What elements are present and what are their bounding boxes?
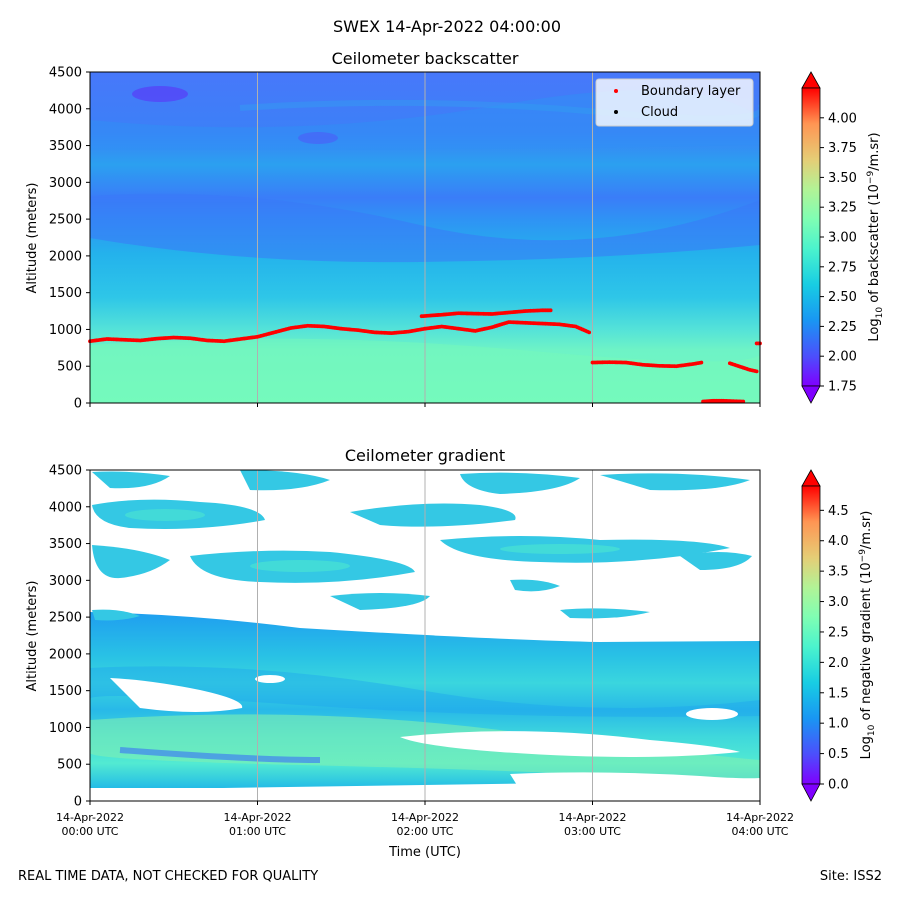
gradient-colorbar: 0.0 0.5 1.0 1.5 2.0 2.5 3.0 3.5 4.0 4.5 Log10 of …	[801, 469, 877, 802]
backscatter-colorbar: 1.75 2.00 2.25 2.50 2.75 3.00 3.25 3.50 3.75 4.00…	[801, 71, 885, 404]
y-tick-label: 4000	[49, 500, 82, 515]
colorbar-tick-label: 3.00	[828, 231, 857, 246]
colorbar-tick-label: 0.0	[828, 778, 849, 793]
y-tick-label: 1000	[49, 721, 82, 736]
x-tick-label-time: 04:00 UTC	[731, 825, 788, 838]
footer-disclaimer: REAL TIME DATA, NOT CHECKED FOR QUALITY	[18, 869, 319, 884]
y-tick-label: 1500	[49, 684, 82, 699]
gradient-panel: Ceilometer gradient	[25, 446, 877, 860]
y-tick-label: 0	[74, 795, 82, 810]
legend-boundary-label: Boundary layer	[641, 84, 741, 99]
boundary-layer-series	[88, 308, 762, 404]
x-tick-label-date: 14-Apr-2022	[223, 811, 291, 824]
backscatter-title: Ceilometer backscatter	[332, 49, 519, 68]
backscatter-panel: Ceilometer backscatter 0 500 1000 1500 2000 2…	[25, 49, 885, 412]
y-tick-label: 4000	[49, 102, 82, 117]
boundary-layer-point	[587, 330, 592, 335]
backscatter-colorbar-ticks: 1.75 2.00 2.25 2.50 2.75 3.00 3.25 3.50 3.75 4.00	[820, 111, 857, 395]
gradient-y-axis: 0 500 1000 1500 2000 2500 3000 3500 4000 4500	[49, 464, 90, 810]
colorbar-tick-label: 3.25	[828, 201, 857, 216]
y-tick-label: 3000	[49, 574, 82, 589]
colorbar-tick-label: 2.50	[828, 290, 857, 305]
y-tick-label: 3000	[49, 176, 82, 191]
colorbar-tick-label: 2.0	[828, 656, 849, 671]
x-tick-label-date: 14-Apr-2022	[391, 811, 459, 824]
x-tick-label-date: 14-Apr-2022	[558, 811, 626, 824]
backscatter-colorbar-label: Log10 of backscatter (10−9/m.sr)	[866, 132, 885, 341]
suptitle: SWEX 14-Apr-2022 04:00:00	[333, 17, 561, 36]
legend-boundary-marker	[614, 89, 618, 93]
colorbar-tick-label: 2.00	[828, 350, 857, 365]
colorbar-tick-label: 3.50	[828, 171, 857, 186]
backscatter-y-axis: 0 500 1000 1500 2000 2500 3000 3500 4000 4500	[49, 66, 90, 412]
boundary-layer-point	[754, 369, 759, 374]
colorbar-tick-label: 4.0	[828, 534, 849, 549]
footer-site: Site: ISS2	[819, 869, 882, 884]
boundary-layer-point	[548, 308, 553, 313]
colorbar-tick-label: 4.5	[828, 504, 849, 519]
y-tick-label: 2500	[49, 213, 82, 228]
colorbar-tick-label: 3.75	[828, 141, 857, 156]
backscatter-ylabel: Altitude (meters)	[25, 183, 40, 294]
colorbar-tick-label: 0.5	[828, 747, 849, 762]
x-tick-label-date: 14-Apr-2022	[56, 811, 124, 824]
colorbar-tick-label: 3.5	[828, 565, 849, 580]
legend-cloud-label: Cloud	[641, 105, 678, 120]
x-tick-label-time: 02:00 UTC	[396, 825, 453, 838]
gradient-colorbar-ticks: 0.0 0.5 1.0 1.5 2.0 2.5 3.0 3.5 4.0 4.5	[820, 504, 849, 793]
y-tick-label: 500	[57, 360, 82, 375]
y-tick-label: 4500	[49, 464, 82, 479]
colorbar-tick-label: 4.00	[828, 111, 857, 126]
gradient-title: Ceilometer gradient	[345, 446, 505, 465]
y-tick-label: 500	[57, 758, 82, 773]
x-tick-label-time: 00:00 UTC	[61, 825, 118, 838]
colorbar-tick-label: 2.75	[828, 260, 857, 275]
gradient-colorbar-label: Log10 of negative gradient (10−9/m.sr)	[858, 511, 877, 760]
colorbar-tick-label: 2.25	[828, 320, 857, 335]
gradient-grid	[257, 470, 593, 801]
y-tick-label: 2000	[49, 249, 82, 264]
y-tick-label: 1500	[49, 286, 82, 301]
colorbar-tick-label: 2.5	[828, 625, 849, 640]
gradient-ylabel: Altitude (meters)	[25, 581, 40, 692]
y-tick-label: 4500	[49, 66, 82, 81]
y-tick-label: 2000	[49, 647, 82, 662]
colorbar-tick-label: 1.0	[828, 717, 849, 732]
boundary-layer-point	[741, 399, 746, 404]
backscatter-grid	[257, 72, 593, 403]
y-tick-label: 0	[74, 397, 82, 412]
y-tick-label: 1000	[49, 323, 82, 338]
y-tick-label: 3500	[49, 537, 82, 552]
colorbar-tick-label: 3.0	[828, 595, 849, 610]
colorbar-tick-label: 1.75	[828, 380, 857, 395]
boundary-layer-point	[699, 360, 704, 365]
legend: Boundary layer Cloud	[595, 78, 754, 127]
x-tick-label-time: 03:00 UTC	[564, 825, 621, 838]
backscatter-x-ticks	[89, 403, 761, 407]
colorbar-tick-label: 1.5	[828, 686, 849, 701]
y-tick-label: 3500	[49, 139, 82, 154]
x-tick-label-time: 01:00 UTC	[229, 825, 286, 838]
legend-cloud-marker	[614, 110, 618, 114]
y-tick-label: 2500	[49, 611, 82, 626]
x-axis-label: Time (UTC)	[388, 845, 461, 860]
x-tick-label-date: 14-Apr-2022	[726, 811, 794, 824]
